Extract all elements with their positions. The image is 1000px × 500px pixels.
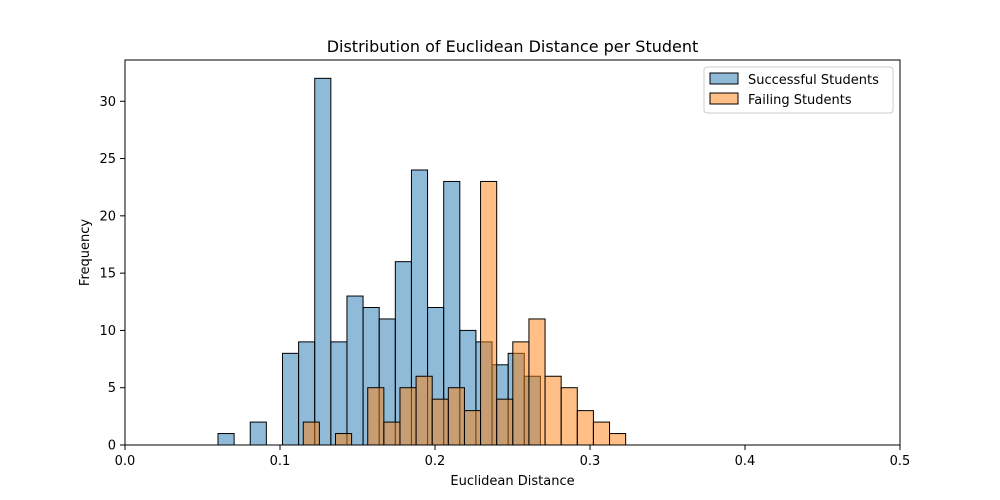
x-tick-label: 0.3 (580, 454, 601, 469)
bar-failing-14 (528, 318, 546, 446)
x-tick-label: 0.4 (735, 454, 756, 469)
x-tick-label: 0.0 (115, 454, 136, 469)
y-axis: 0 5 10 15 20 25 30 (99, 95, 125, 454)
x-axis: 0.0 0.1 0.2 0.3 0.4 0.5 (115, 445, 911, 469)
legend-label-successful: Successful Students (748, 73, 879, 88)
legend-swatch-successful (709, 72, 739, 85)
bar-successful-2 (249, 421, 267, 446)
bar-failing-19 (609, 433, 627, 446)
legend: Successful Students Failing Students (703, 66, 894, 114)
bar-failing-16 (560, 387, 578, 446)
y-tick-label: 0 (108, 439, 116, 454)
y-tick-label: 25 (99, 152, 116, 167)
legend-swatch-failing (709, 92, 739, 105)
y-tick-label: 10 (99, 324, 116, 339)
bar-successful-7 (330, 341, 348, 446)
bar-failing-7 (415, 375, 433, 446)
x-axis-label: Euclidean Distance (450, 474, 574, 489)
y-tick-label: 15 (99, 267, 116, 282)
bar-failing-8 (431, 398, 449, 446)
bar-successful-8 (346, 295, 364, 446)
bar-failing-0 (302, 421, 320, 446)
bars-layer (217, 77, 627, 446)
bar-failing-13 (512, 341, 530, 446)
chart-title: Distribution of Euclidean Distance per S… (327, 37, 699, 56)
y-tick-label: 30 (99, 95, 116, 110)
bar-successful-6 (314, 77, 332, 446)
x-tick-label: 0.1 (270, 454, 291, 469)
bar-successful-0 (217, 433, 235, 446)
legend-box (703, 66, 894, 114)
bar-successful-4 (281, 352, 300, 446)
bar-failing-5 (383, 421, 401, 446)
x-tick-label: 0.2 (425, 454, 446, 469)
y-tick-label: 5 (108, 381, 116, 396)
bar-failing-18 (592, 421, 611, 446)
legend-label-failing: Failing Students (748, 93, 852, 108)
plot-frame (124, 59, 901, 446)
bar-failing-17 (576, 410, 594, 446)
bar-failing-9 (447, 387, 465, 446)
y-tick-label: 20 (99, 209, 116, 224)
bar-failing-2 (334, 433, 353, 446)
bar-failing-12 (496, 398, 514, 446)
y-axis-label: Frequency (78, 219, 93, 286)
bar-failing-15 (544, 375, 562, 446)
bar-failing-6 (399, 387, 417, 446)
x-tick-label: 0.5 (890, 454, 911, 469)
bar-failing-10 (463, 410, 482, 446)
bar-failing-4 (367, 387, 385, 446)
bar-failing-11 (480, 180, 498, 446)
